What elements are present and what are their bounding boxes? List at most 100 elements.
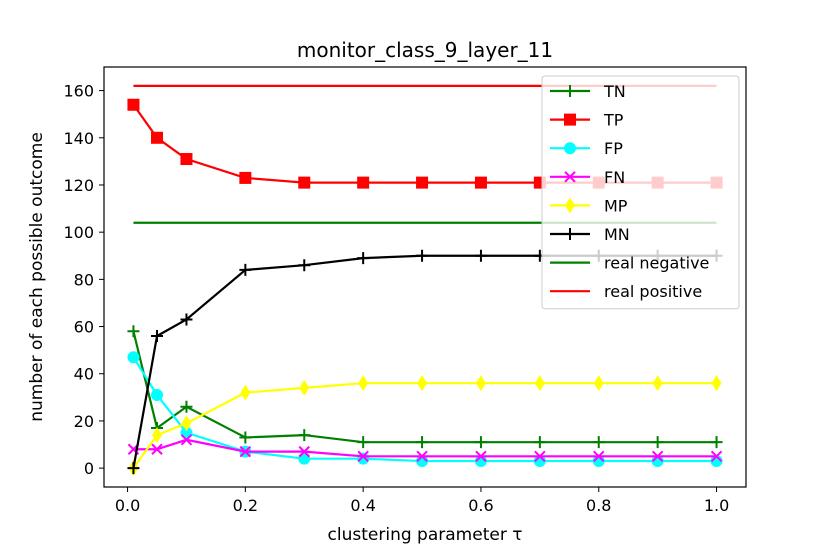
legend-label: MP — [604, 196, 628, 215]
x-tick-label: 1.0 — [704, 496, 729, 515]
legend-fn-point — [564, 171, 576, 183]
series-mn-point — [127, 462, 140, 475]
legend-label: FN — [604, 168, 625, 187]
series-mn-point — [357, 252, 370, 265]
series-fn-point — [416, 450, 428, 463]
y-tick-label: 160 — [63, 82, 94, 101]
series-mp-point — [181, 415, 192, 432]
series-tp-point — [416, 176, 429, 189]
x-axis-label: clustering parameter τ — [328, 525, 523, 545]
series-fn-point — [180, 434, 193, 446]
series-tn-point — [592, 436, 605, 449]
series-tn — [127, 325, 723, 449]
series-tn-point — [298, 429, 311, 442]
series-mp-point — [240, 384, 251, 401]
series-mp-point — [534, 375, 545, 392]
y-axis-label: number of each possible outcome — [27, 132, 47, 422]
series-tn-line — [132, 331, 717, 444]
series-mp-point — [475, 375, 486, 392]
legend-mn-point — [564, 228, 576, 240]
series-tp-point — [298, 176, 311, 189]
series-mp-point — [299, 379, 310, 396]
series-fp-point — [127, 351, 140, 364]
y-tick-label: 40 — [74, 365, 94, 384]
series-tn-point — [416, 436, 429, 449]
legend-label: real positive — [604, 282, 702, 301]
legend-mp-point — [565, 197, 575, 214]
series-tn-point — [651, 436, 664, 449]
y-tick-label: 20 — [74, 412, 94, 431]
series-mp-point — [152, 427, 163, 444]
legend-label: real negative — [604, 254, 709, 273]
series-fp-point — [357, 452, 370, 465]
legend-label: TN — [603, 82, 626, 101]
series-fn-point — [593, 450, 605, 463]
ticks-layer: 0.0 0.2 0.4 0.6 0.8 1.0 0 20 40 60 80 100 120 140 160 — [63, 82, 729, 515]
y-tick-label: 140 — [63, 129, 94, 148]
series-mp-point — [711, 375, 722, 392]
x-tick-label: 0.2 — [233, 496, 258, 515]
series-fp-point — [151, 388, 164, 401]
series-fn-point — [357, 450, 369, 463]
series-mn-point — [239, 263, 252, 276]
x-tick-label: 0.0 — [115, 496, 140, 515]
series-tn-point — [180, 400, 193, 413]
legend-tp-point — [564, 113, 576, 126]
series-fn-point — [710, 450, 723, 463]
series-fn-point — [151, 443, 163, 455]
plot-frame — [103, 66, 747, 488]
series-mp — [128, 375, 722, 477]
legend-entry-mp: MP — [550, 196, 628, 215]
series-mn-point — [151, 329, 164, 342]
series-mn-point — [474, 249, 487, 262]
series-mp-line — [132, 382, 717, 469]
legend-label: TP — [603, 111, 624, 130]
legend-entry-fn: FN — [550, 168, 625, 187]
series-fp-line — [132, 356, 717, 463]
series-tn-point — [357, 436, 370, 449]
series-tp-point — [127, 98, 140, 111]
series-fn-point — [651, 450, 664, 463]
series-tn-point — [533, 436, 546, 449]
series-fn-point — [534, 450, 546, 463]
series-tp-point — [151, 131, 164, 144]
legend-entry-tn: TN — [550, 82, 626, 101]
legend-entry-fp: FP — [550, 139, 623, 158]
legend-label: FP — [604, 139, 623, 158]
legend-entry-mn: MN — [550, 225, 630, 244]
series-fn — [127, 434, 723, 463]
legend-entry-real-positive: real positive — [550, 282, 702, 301]
series-mn-point — [416, 249, 429, 262]
y-tick-label: 120 — [63, 176, 94, 195]
series-mp-point — [417, 375, 428, 392]
series-tp-point — [239, 171, 252, 184]
chart-title: monitor_class_9_layer_11 — [297, 38, 553, 62]
series-tn-point — [474, 436, 487, 449]
series-tn-point — [239, 431, 252, 444]
series-fn-point — [475, 450, 487, 463]
legend: TN TP FP FN MP MN real negative real positive — [541, 75, 740, 310]
legend-fp-point — [564, 142, 576, 155]
series-fp — [127, 351, 723, 468]
series-mn-point — [298, 259, 311, 272]
legend-entry-tp: TP — [550, 111, 624, 130]
series-tn-point — [710, 436, 723, 449]
series-tn-point — [127, 325, 140, 338]
x-tick-label: 0.4 — [350, 496, 375, 515]
series-mn-point — [180, 313, 193, 326]
series-tp-point — [357, 176, 370, 189]
legend-label: MN — [604, 225, 630, 244]
series-mp-point — [358, 375, 369, 392]
legend-entry-real-negative: real negative — [550, 254, 709, 273]
y-tick-label: 60 — [74, 318, 94, 337]
series-mp-point — [652, 375, 663, 392]
series-fn-line — [133, 438, 717, 458]
y-tick-label: 100 — [63, 223, 94, 242]
x-tick-label: 0.6 — [468, 496, 493, 515]
x-tick-label: 0.8 — [586, 496, 611, 515]
y-tick-label: 0 — [84, 459, 94, 478]
series-tp-point — [474, 176, 487, 189]
series-fn-point — [298, 445, 310, 458]
legend-box — [541, 75, 740, 310]
